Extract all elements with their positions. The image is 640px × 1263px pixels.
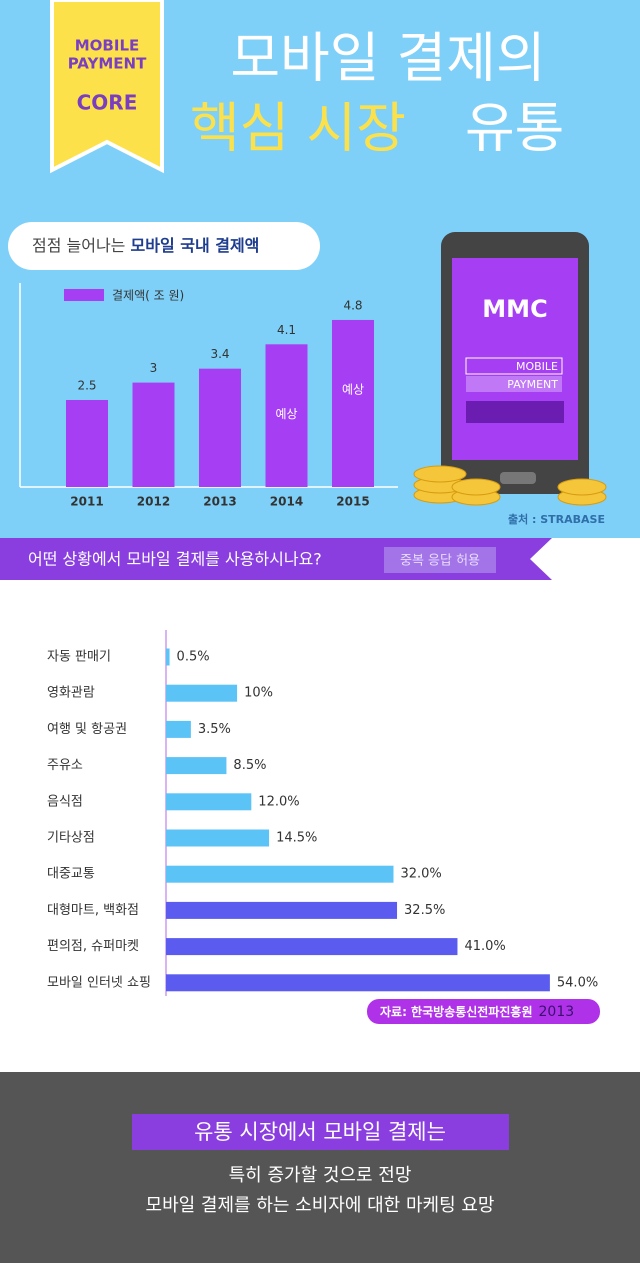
badge-text: CORE [77, 91, 138, 115]
bar [166, 720, 191, 738]
question-badge: 중복 응답 허용 [400, 554, 480, 569]
value-label: 8.5% [233, 758, 266, 773]
conclusion-box [132, 1114, 509, 1150]
source: 출처 : STRABASE [508, 512, 605, 526]
category-label: 기타상점 [47, 831, 95, 846]
bar [332, 319, 374, 487]
x-tick-label: 2012 [137, 495, 170, 509]
bar [166, 974, 550, 992]
x-tick-label: 2015 [336, 495, 369, 509]
x-tick-label: 2014 [270, 495, 303, 509]
value-label: 2.5 [77, 379, 96, 393]
coins [413, 465, 607, 506]
title: 핵심 시장 [190, 97, 406, 160]
source2-text: 자료: 한국방송통신전파진흥원 [380, 1004, 533, 1019]
value-label: 41.0% [464, 939, 505, 954]
annotation: 예상 [342, 382, 364, 396]
category-label: 여행 및 항공권 [47, 721, 127, 737]
value-label: 3 [150, 361, 158, 375]
category-label: 편의점, 슈퍼마켓 [47, 939, 139, 954]
conclusion-text: 특히 증가할 것으로 전망 [229, 1165, 412, 1186]
phone-screen [452, 258, 578, 460]
bar [199, 368, 241, 487]
category-label: 자동 판매기 [47, 650, 111, 665]
value-label: 10% [244, 686, 273, 701]
bar [166, 684, 238, 702]
conclusion-heading: 유통 시장에서 모바일 결제는 [194, 1120, 446, 1144]
source2-pill [367, 999, 600, 1024]
phone-bar [466, 401, 564, 423]
bar [166, 829, 270, 847]
phone-logo: MMC [482, 295, 547, 323]
bottom-bg [0, 1072, 640, 1263]
phone-text: MOBILE [516, 360, 558, 373]
value-label: 32.5% [404, 903, 445, 918]
category-label: 대중교통 [47, 867, 95, 882]
bar [166, 648, 170, 666]
value-label: 14.5% [276, 831, 317, 846]
question: 어떤 상황에서 모바일 결제를 사용하시나요? [28, 550, 322, 569]
title: 유통 [465, 97, 564, 160]
bar [166, 757, 227, 775]
source2: 자료: 한국방송통신전파진흥원 2013 [380, 1004, 574, 1021]
bar [66, 400, 108, 487]
phone-button [500, 472, 536, 484]
category-label: 대형마트, 백화점 [47, 903, 139, 918]
bar [166, 938, 458, 956]
conclusion-text: 모바일 결제를 하는 소비자에 대한 마케팅 요망 [146, 1195, 495, 1216]
question-badge-bg [384, 547, 496, 573]
category-label: 영화관람 [47, 686, 95, 701]
category-label: 주유소 [47, 758, 83, 773]
x-tick-label: 2011 [70, 495, 103, 509]
badge-ribbon [50, 0, 164, 174]
badge-text: PAYMENT [68, 55, 147, 73]
legend-swatch [64, 289, 104, 301]
subtitle: 점점 늘어나는 모바일 국내 결제액 [32, 236, 259, 255]
value-label: 54.0% [557, 975, 598, 990]
bar [166, 793, 252, 811]
category-label: 모바일 인터넷 쇼핑 [47, 975, 151, 990]
phone-box [465, 357, 563, 375]
subtitle-bold: 모바일 국내 결제액 [131, 236, 260, 255]
value-label: 32.0% [400, 867, 441, 882]
value-label: 3.4 [210, 347, 229, 361]
phone-box [466, 376, 562, 392]
bar [166, 865, 394, 883]
bar [265, 344, 308, 487]
bar [132, 382, 175, 487]
badge-text: MOBILE [75, 37, 140, 55]
subtitle-pre: 점점 늘어나는 [32, 236, 131, 255]
value-label: 12.0% [258, 794, 299, 809]
title: 모바일 결제의 [230, 27, 545, 90]
source2-year: 2013 [539, 1004, 575, 1020]
bar [166, 901, 398, 919]
value-label: 4.1 [277, 323, 296, 337]
legend-label: 결제액( 조 원) [112, 289, 184, 303]
phone-text: PAYMENT [507, 378, 558, 391]
annotation: 예상 [275, 407, 297, 421]
value-label: 0.5% [177, 650, 210, 665]
value-label: 4.8 [343, 298, 362, 312]
x-tick-label: 2013 [203, 495, 236, 509]
category-label: 음식점 [47, 794, 83, 809]
value-label: 3.5% [198, 722, 231, 737]
subtitle-pill [8, 222, 320, 270]
